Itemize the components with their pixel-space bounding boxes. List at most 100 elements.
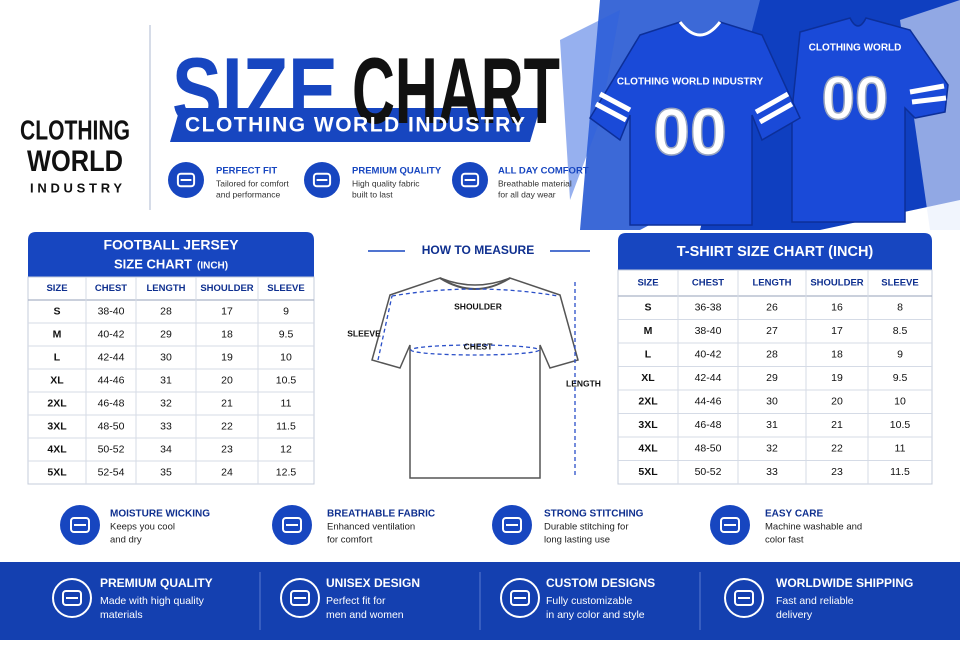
table-cell: 31 (766, 419, 778, 431)
feature-text: built to last (352, 189, 393, 199)
benefit-text: long lasting use (544, 535, 610, 546)
footer-text: in any color and style (546, 609, 645, 621)
table-cell: 30 (766, 396, 778, 408)
table-cell: 28 (160, 305, 172, 317)
table-cell: 20 (831, 396, 843, 408)
feature-text: Breathable material (498, 178, 572, 188)
feature-title: PREMIUM QUALITY (352, 166, 442, 177)
measure-label: SHOULDER (454, 301, 502, 311)
table-title: T-SHIRT SIZE CHART (INCH) (677, 244, 874, 260)
column-header: SIZE (637, 278, 658, 289)
table-cell: 8 (897, 302, 903, 314)
table-frame (27, 276, 315, 485)
table-cell: 18 (831, 349, 843, 361)
table-cell: 23 (221, 443, 233, 455)
icon-ring (500, 578, 540, 618)
table-cell: 27 (766, 325, 778, 337)
feature-text: High quality fabric (352, 178, 420, 188)
table-title: FOOTBALL JERSEY (103, 237, 239, 253)
column-header: LENGTH (146, 283, 185, 294)
table-cell: L (54, 351, 61, 363)
column-header: CHEST (692, 278, 724, 289)
table-cell: 46-48 (695, 419, 722, 431)
jersey-number: 00 (822, 65, 889, 132)
table-cell: 11 (281, 397, 292, 409)
icon-glyph (176, 172, 196, 188)
table-cell: 10.5 (276, 374, 297, 386)
shirt-collar (439, 277, 511, 290)
table-cell: 20 (221, 374, 233, 386)
table-cell: 11.5 (276, 420, 296, 432)
table-cell: 38-40 (695, 325, 722, 337)
table-cell: 48-50 (98, 420, 125, 432)
table-cell: 50-52 (98, 443, 125, 455)
column-header: SLEEVE (881, 278, 919, 289)
table-cell: 24 (221, 466, 233, 478)
footer-text: Made with high quality (100, 595, 205, 607)
table-cell: S (53, 305, 60, 317)
column-header: CHEST (95, 283, 127, 294)
table-cell: 40-42 (98, 328, 125, 340)
table-cell: 26 (766, 302, 778, 314)
jersey-collar (678, 21, 722, 37)
icon-glyph (510, 590, 530, 606)
table-cell: 40-42 (695, 349, 722, 361)
table-cell: 12.5 (276, 466, 297, 478)
icon-ring (52, 578, 92, 618)
footer-text: materials (100, 609, 143, 621)
table-cell: M (53, 328, 62, 340)
table-cell: L (645, 349, 652, 361)
measure-label: SLEEVE (347, 328, 381, 338)
table-cell: 44-46 (98, 374, 125, 386)
benefit-text: Keeps you cool (110, 522, 175, 533)
jersey-stripe (594, 91, 794, 125)
table-cell: 16 (831, 302, 843, 314)
feature-text: and performance (216, 189, 281, 199)
table-cell: 2XL (638, 396, 658, 408)
table-cell: 42-44 (695, 372, 722, 384)
table-cell: 9 (897, 349, 903, 361)
table-cell: 21 (831, 419, 843, 431)
table-cell: 3XL (638, 419, 658, 431)
footer-text: Fully customizable (546, 595, 633, 607)
benefit-title: EASY CARE (765, 509, 823, 520)
table-cell: 22 (221, 420, 233, 432)
footer-title: WORLDWIDE SHIPPING (776, 576, 913, 590)
table-header (28, 232, 314, 277)
benefit-text: Enhanced ventilation (327, 522, 415, 533)
table-cell: 19 (831, 372, 843, 384)
table-cell: S (644, 302, 651, 314)
footer-title: UNISEX DESIGN (326, 576, 420, 590)
footer-title: CUSTOM DESIGNS (546, 576, 655, 590)
footer-text: Perfect fit for (326, 595, 386, 607)
table-cell: 38-40 (98, 305, 125, 317)
benefit-text: and dry (110, 535, 142, 546)
table-cell: 50-52 (695, 466, 722, 478)
table-header (618, 233, 932, 270)
icon-glyph (290, 590, 310, 606)
icon-glyph (734, 590, 754, 606)
column-header: SLEEVE (267, 283, 305, 294)
benefit-text: color fast (765, 535, 804, 546)
footer-text: Fast and reliable (776, 595, 854, 607)
table-cell: 42-44 (98, 351, 125, 363)
table-cell: XL (50, 374, 64, 386)
subtitle: CLOTHING WORLD INDUSTRY (185, 114, 525, 137)
table-subtitle: SIZE CHART (114, 256, 192, 271)
table-cell: XL (641, 372, 655, 384)
table-cell: 28 (766, 349, 778, 361)
column-header: SHOULDER (200, 283, 253, 294)
table-cell: 17 (221, 305, 233, 317)
table-cell: 29 (160, 328, 172, 340)
table-cell: 11.5 (890, 466, 910, 478)
title-part: SIZE (172, 38, 338, 143)
icon-ring (724, 578, 764, 618)
feature-text: for all day wear (498, 189, 556, 199)
benefit-text: for comfort (327, 535, 373, 546)
feature-text: Tailored for comfort (216, 178, 289, 188)
benefit-title: STRONG STITCHING (544, 509, 644, 520)
table-cell: 18 (221, 328, 233, 340)
table-cell: 33 (766, 466, 778, 478)
